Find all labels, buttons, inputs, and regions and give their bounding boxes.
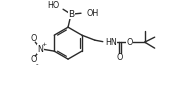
Text: +: + bbox=[42, 42, 47, 47]
Text: B: B bbox=[68, 10, 74, 19]
Text: O: O bbox=[30, 34, 36, 43]
Text: -: - bbox=[36, 61, 39, 67]
Text: N: N bbox=[37, 45, 43, 54]
Text: O: O bbox=[30, 55, 36, 64]
Text: OH: OH bbox=[86, 9, 98, 18]
Text: HN: HN bbox=[105, 38, 117, 47]
Text: O: O bbox=[117, 53, 123, 62]
Text: HO: HO bbox=[47, 1, 59, 10]
Text: O: O bbox=[127, 38, 133, 47]
